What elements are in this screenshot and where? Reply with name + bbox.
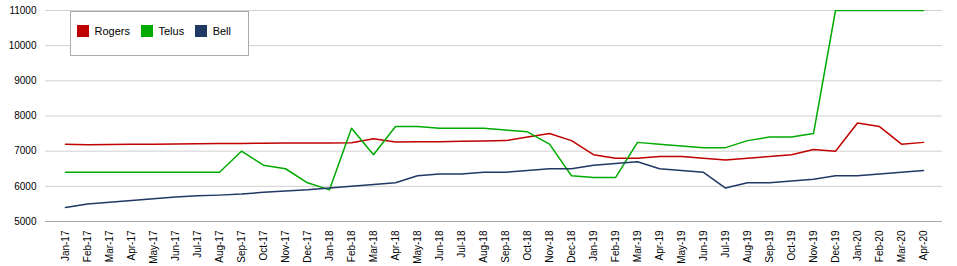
html-text:Bell: Bell xyxy=(212,24,231,37)
svg-text:10000: 10000 xyxy=(9,40,37,51)
svg-text:Jun-19: Jun-19 xyxy=(698,230,709,261)
svg-text:Jan-20: Jan-20 xyxy=(852,230,863,261)
svg-text:Feb-20: Feb-20 xyxy=(874,230,885,262)
svg-text:Aug-17: Aug-17 xyxy=(214,230,225,263)
svg-text:Dec-17: Dec-17 xyxy=(302,230,313,263)
svg-text:Sep-17: Sep-17 xyxy=(236,230,247,263)
svg-text:Feb-17: Feb-17 xyxy=(82,230,93,262)
svg-text:Dec-19: Dec-19 xyxy=(830,230,841,263)
svg-text:May-18: May-18 xyxy=(412,230,423,264)
svg-text:May-19: May-19 xyxy=(676,230,687,264)
svg-text:Jan-19: Jan-19 xyxy=(588,230,599,261)
svg-text:Apr-19: Apr-19 xyxy=(654,230,665,260)
svg-text:Dec-18: Dec-18 xyxy=(566,230,577,263)
svg-text:Jul-19: Jul-19 xyxy=(720,230,731,258)
svg-text:8000: 8000 xyxy=(14,110,37,121)
svg-text:Mar-20: Mar-20 xyxy=(896,230,907,262)
svg-text:Apr-17: Apr-17 xyxy=(126,230,137,260)
svg-text:Mar-17: Mar-17 xyxy=(104,230,115,262)
svg-text:Jun-17: Jun-17 xyxy=(170,230,181,261)
svg-text:11000: 11000 xyxy=(9,5,37,16)
svg-text:Oct-19: Oct-19 xyxy=(786,230,797,260)
svg-text:Jul-18: Jul-18 xyxy=(456,230,467,258)
svg-text:Oct-17: Oct-17 xyxy=(258,230,269,260)
svg-text:Aug-19: Aug-19 xyxy=(742,230,753,263)
svg-text:Nov-18: Nov-18 xyxy=(544,230,555,263)
svg-text:Oct-18: Oct-18 xyxy=(522,230,533,260)
svg-text:Feb-19: Feb-19 xyxy=(610,230,621,262)
svg-text:Jan-18: Jan-18 xyxy=(324,230,335,261)
svg-text:7000: 7000 xyxy=(14,145,37,156)
svg-text:Apr-20: Apr-20 xyxy=(918,230,929,260)
svg-text:6000: 6000 xyxy=(14,181,37,192)
svg-text:Mar-19: Mar-19 xyxy=(632,230,643,262)
html-text:Telus: Telus xyxy=(158,24,185,37)
svg-text:9000: 9000 xyxy=(14,75,37,86)
svg-text:Jan-17: Jan-17 xyxy=(60,230,71,261)
svg-text:Nov-19: Nov-19 xyxy=(808,230,819,263)
html-text:Rogers: Rogers xyxy=(94,24,130,37)
svg-text:Jun-18: Jun-18 xyxy=(434,230,445,261)
svg-text:Aug-18: Aug-18 xyxy=(478,230,489,263)
svg-text:5000: 5000 xyxy=(14,216,37,227)
svg-text:Feb-18: Feb-18 xyxy=(346,230,357,262)
svg-text:Sep-18: Sep-18 xyxy=(500,230,511,263)
svg-text:Apr-18: Apr-18 xyxy=(390,230,401,260)
svg-text:Mar-18: Mar-18 xyxy=(368,230,379,262)
svg-text:May-17: May-17 xyxy=(148,230,159,264)
svg-text:Sep-19: Sep-19 xyxy=(764,230,775,263)
svg-text:Jul-17: Jul-17 xyxy=(192,230,203,258)
svg-text:Nov-17: Nov-17 xyxy=(280,230,291,263)
